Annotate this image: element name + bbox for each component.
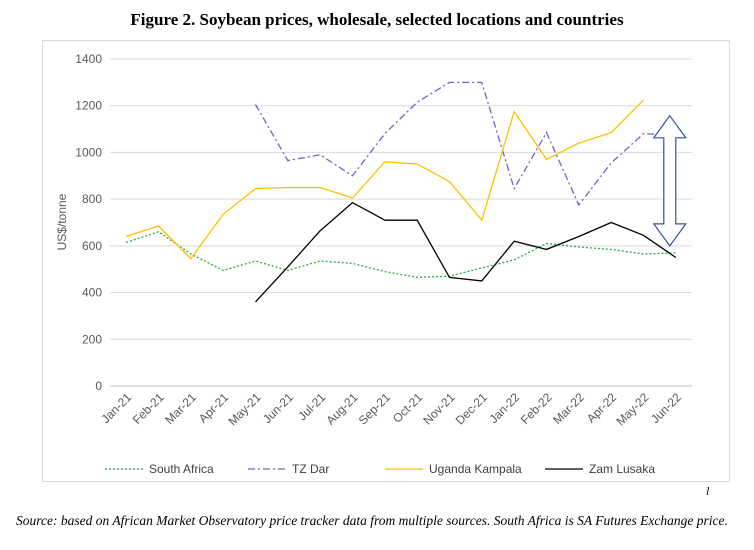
x-tick-label: May-22	[613, 390, 651, 428]
x-tick-label: Jun-22	[648, 390, 684, 426]
x-tick-label: Dec-21	[453, 390, 490, 427]
y-tick-labels: 0 200 400 600 800 1000 1200 1400	[75, 52, 102, 393]
y-tick-label: 800	[82, 192, 102, 206]
legend-label-tz-dar: TZ Dar	[292, 462, 329, 476]
legend-label-uganda-kampala: Uganda Kampala	[429, 462, 522, 476]
grid-lines	[110, 58, 692, 387]
x-tick-label: Sep-21	[356, 390, 393, 427]
series-uganda-kampala	[125, 99, 644, 260]
x-tick-label: Nov-21	[420, 390, 457, 427]
y-tick-label: 600	[82, 239, 102, 253]
legend-label-south-africa: South Africa	[149, 462, 214, 476]
x-tick-label: Jan-21	[98, 390, 134, 426]
x-tick-label: Oct-21	[390, 390, 426, 426]
corner-mark: l	[706, 484, 710, 498]
y-tick-label: 1400	[75, 52, 102, 66]
double-arrow-annotation	[652, 114, 687, 247]
x-tick-label: Feb-21	[130, 390, 167, 427]
series-tz-dar	[254, 81, 676, 207]
y-tick-label: 400	[82, 286, 102, 300]
x-tick-label: Jun-21	[260, 390, 296, 426]
y-tick-label: 200	[82, 332, 102, 346]
x-tick-label: Aug-21	[323, 390, 360, 427]
y-tick-label: 1200	[75, 99, 102, 113]
x-tick-label: Feb-22	[518, 390, 555, 427]
chart-frame	[42, 40, 730, 482]
source-note: Source: based on African Market Observat…	[16, 513, 728, 528]
legend: South Africa TZ Dar Uganda Kampala Zam Lusa…	[105, 462, 655, 476]
series-zam-lusaka	[255, 201, 677, 303]
series-south-africa	[125, 231, 676, 279]
x-tick-label: May-21	[225, 390, 263, 428]
x-tick-label: Mar-21	[162, 390, 199, 427]
legend-label-zam-lusaka: Zam Lusaka	[589, 462, 655, 476]
series-lines	[125, 81, 677, 303]
y-tick-label: 0	[95, 379, 102, 393]
figure-title: Figure 2. Soybean prices, wholesale, sel…	[130, 10, 624, 29]
double-arrow-shape	[652, 114, 687, 247]
x-tick-label: Jan-22	[486, 390, 522, 426]
y-tick-label: 1000	[75, 145, 102, 159]
x-tick-label: Mar-22	[550, 390, 587, 427]
y-axis-label: US$/tonne	[55, 193, 69, 250]
